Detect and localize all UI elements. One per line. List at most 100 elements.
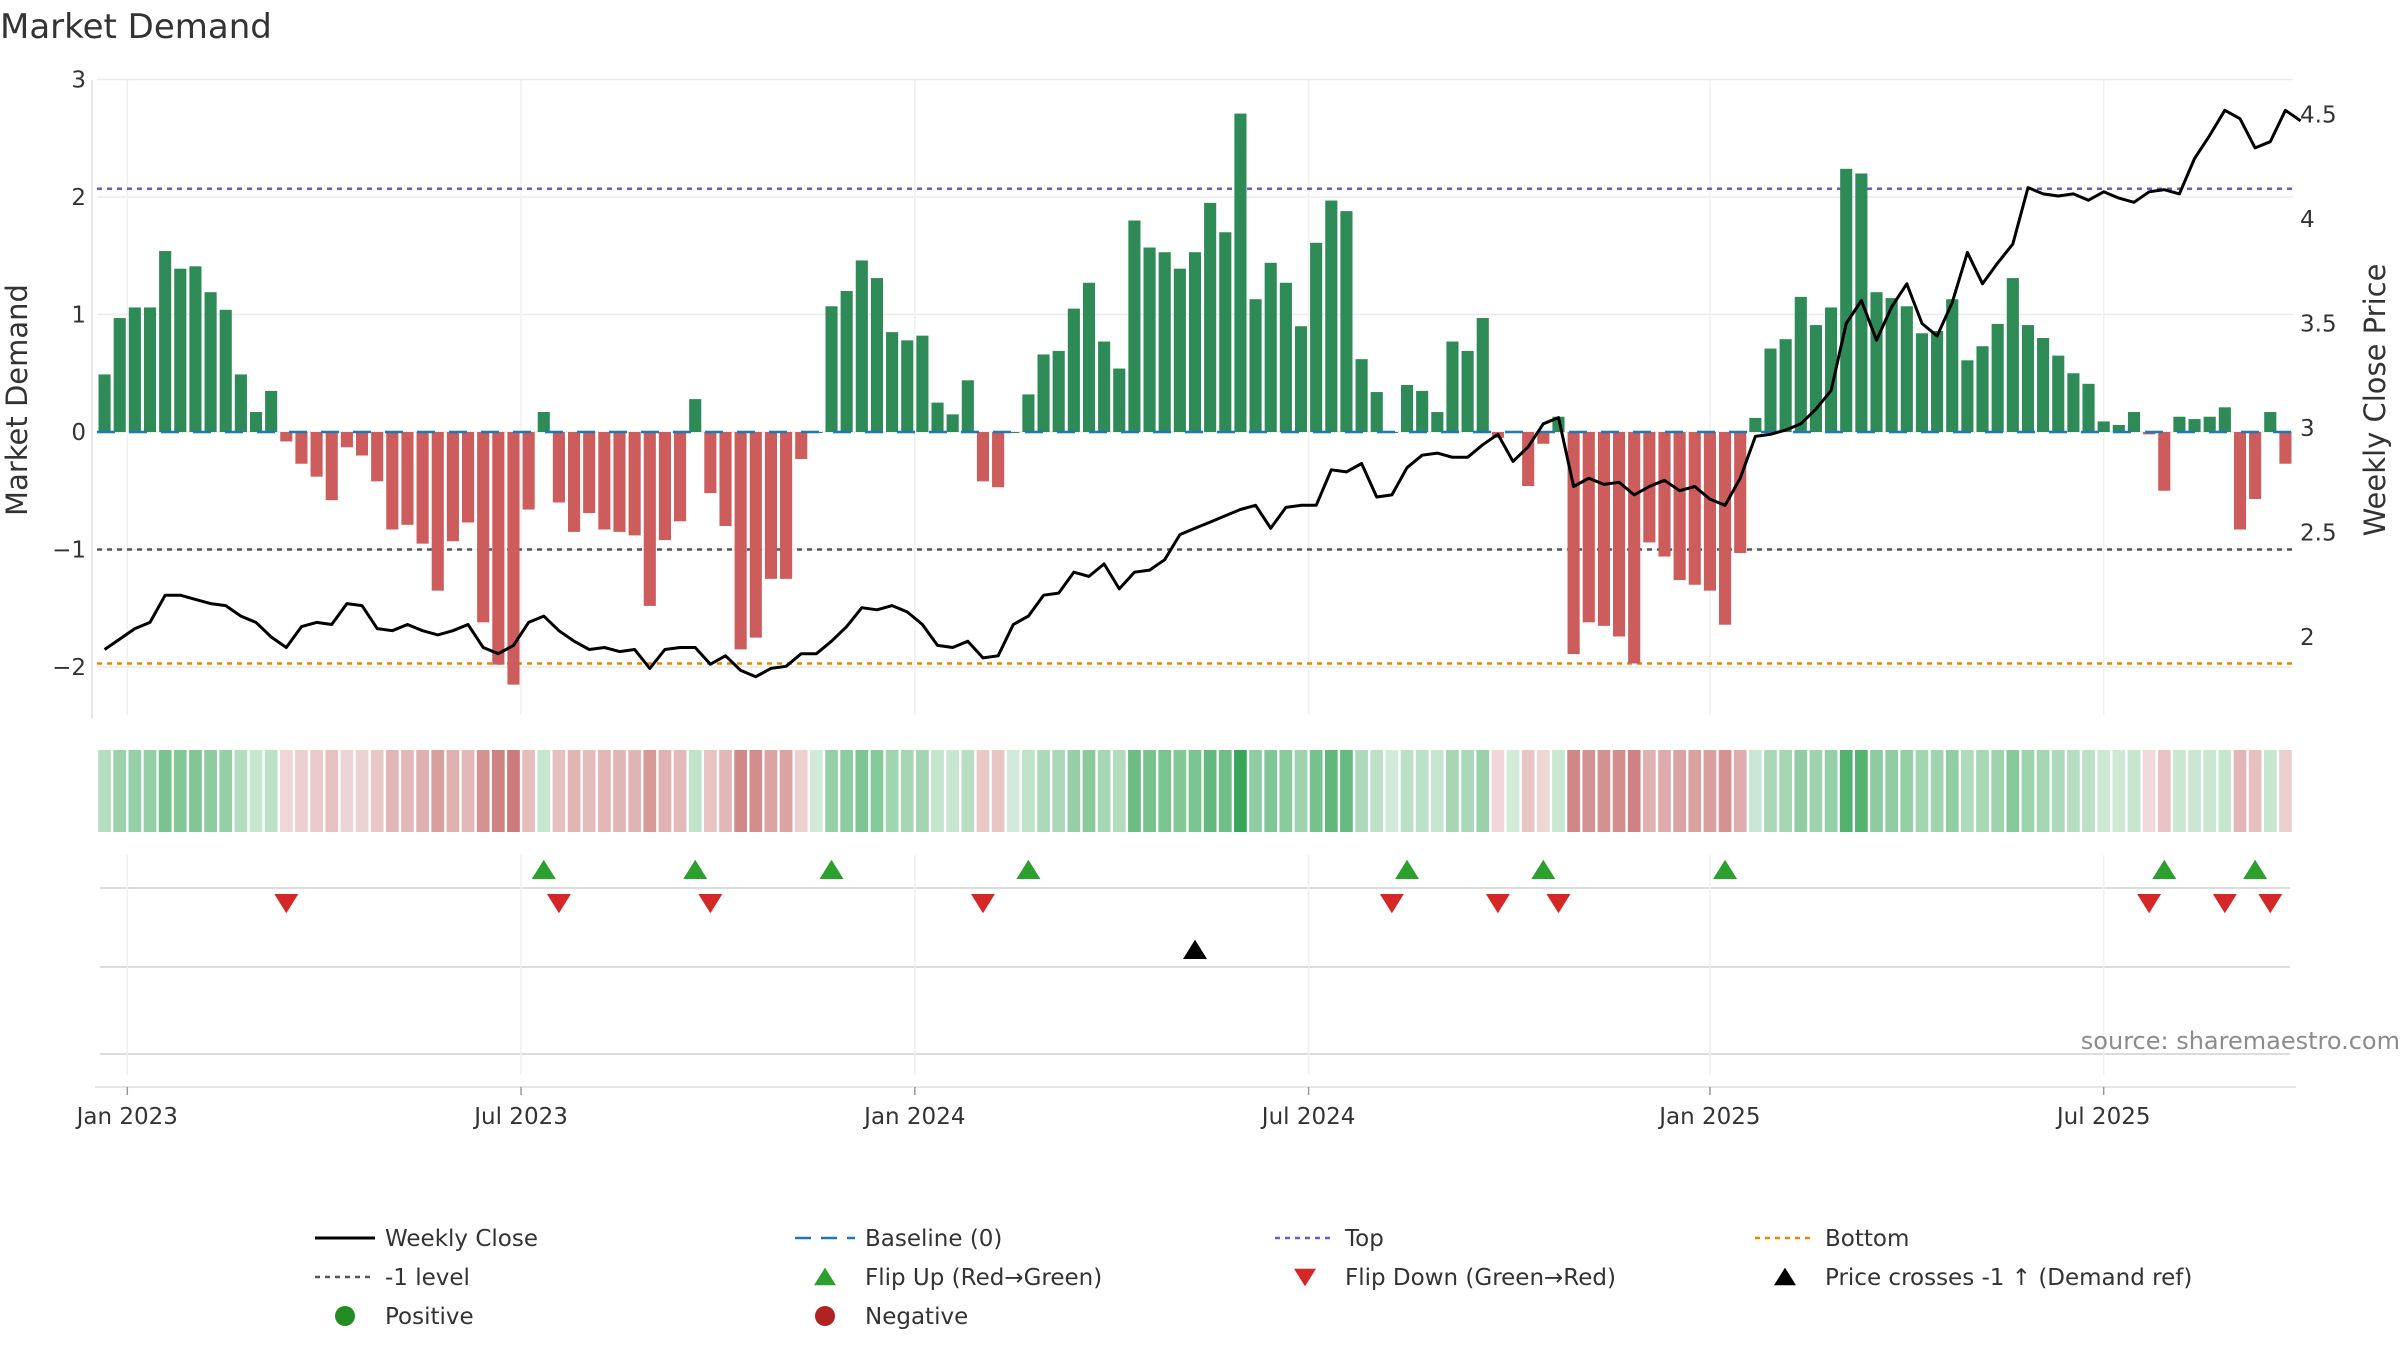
demand-bar <box>674 432 687 522</box>
demand-bar <box>1612 432 1626 637</box>
heat-cell <box>1764 750 1777 832</box>
heat-cell <box>1370 750 1384 832</box>
demand-bar <box>780 432 793 579</box>
flip-down-marker <box>546 894 571 914</box>
legend-minus1-label: -1 level <box>385 1265 470 1291</box>
y2-tick-label: 4.5 <box>2300 103 2337 129</box>
x-tick-label: Jul 2024 <box>1260 1104 1356 1130</box>
flip-up-marker <box>1713 859 1738 879</box>
demand-bar <box>2249 432 2262 499</box>
heat-cell <box>1006 750 1020 832</box>
event-panels <box>100 855 2290 1075</box>
heat-cell <box>1112 750 1126 832</box>
heat-cell <box>976 750 990 832</box>
x-tick-label: Jul 2023 <box>472 1104 568 1130</box>
demand-bar <box>2052 355 2065 432</box>
demand-bar <box>1249 299 1262 432</box>
heat-cell <box>2051 750 2065 832</box>
demand-bar <box>1734 432 1747 554</box>
heat-cell <box>916 750 929 832</box>
demand-bar <box>870 278 884 432</box>
heat-cell <box>749 750 763 832</box>
legend-flip_down-label: Flip Down (Green→Red) <box>1345 1265 1616 1291</box>
heat-cell <box>734 750 748 832</box>
heat-cell <box>461 750 475 832</box>
demand-bar <box>507 432 520 685</box>
heat-cell <box>1082 750 1096 832</box>
heat-cell <box>1567 750 1580 832</box>
heat-cell <box>189 750 202 832</box>
heat-cell <box>1521 750 1535 832</box>
demand-bar <box>477 432 490 623</box>
heat-cell <box>1658 750 1671 832</box>
demand-bar <box>265 390 278 432</box>
demand-bar <box>1673 432 1686 581</box>
legend-positive_dot-swatch <box>335 1306 355 1326</box>
flip-up-marker <box>1531 859 1556 879</box>
heat-cell <box>840 750 854 832</box>
heat-cell <box>476 750 490 832</box>
heat-cell <box>2279 750 2292 832</box>
heat-cell <box>1461 750 1474 832</box>
y-tick-label: −1 <box>52 538 86 564</box>
demand-bar <box>1310 242 1323 432</box>
heat-cell <box>2188 750 2201 832</box>
heat-cell <box>128 750 142 832</box>
flip-down-marker <box>970 894 995 914</box>
demand-bar <box>1400 385 1414 432</box>
demand-bar <box>1900 306 1913 432</box>
demand-bar <box>1279 282 1292 432</box>
heat-cell <box>1976 750 1989 832</box>
heat-cell <box>1067 750 1081 832</box>
demand-bar <box>719 432 732 526</box>
heat-cell <box>1264 750 1278 832</box>
demand-bar <box>961 380 974 432</box>
demand-bar <box>1991 323 2004 432</box>
heat-cell <box>794 750 808 832</box>
heat-cell <box>1991 750 2005 832</box>
demand-bar <box>1749 417 1762 432</box>
demand-bar <box>416 432 429 544</box>
demand-bar <box>2097 421 2110 432</box>
heat-cell <box>310 750 323 832</box>
heat-cell <box>2006 750 2020 832</box>
heat-cell <box>385 750 399 832</box>
heat-cell <box>688 750 702 832</box>
demand-bar <box>1885 298 1898 432</box>
demand-bar <box>295 432 308 464</box>
demand-bar <box>1431 412 1444 432</box>
demand-bar <box>658 432 671 541</box>
heat-cell <box>2021 750 2035 832</box>
heat-cell <box>1294 750 1308 832</box>
heat-cell <box>1945 750 1959 832</box>
demand-bar <box>628 432 641 536</box>
heat-cell <box>1536 750 1550 832</box>
demand-bar <box>1582 432 1595 623</box>
demand-bar <box>325 432 338 501</box>
heat-cell <box>1915 750 1929 832</box>
heat-cell <box>219 750 233 832</box>
demand-bar <box>992 432 1005 488</box>
demand-bar <box>2082 383 2095 432</box>
demand-bar <box>401 432 414 525</box>
weekly-close-line <box>103 108 2302 679</box>
x-tick-label: Jan 2024 <box>862 1104 965 1130</box>
heat-cell <box>1173 750 1187 832</box>
heat-cell <box>673 750 687 832</box>
demand-bar <box>1976 346 1989 432</box>
demand-bar <box>1915 333 1929 432</box>
heat-cell <box>2203 750 2217 832</box>
heat-cell <box>1415 750 1429 832</box>
demand-bar <box>219 309 232 432</box>
heat-cell <box>507 750 520 832</box>
heat-cell <box>2097 750 2111 832</box>
demand-bar <box>795 432 808 460</box>
flip-down-marker <box>1546 894 1571 914</box>
demand-bar <box>1703 432 1716 591</box>
axes: 3 2 1 0 −1 −2 4.5 4 3.5 3 2.5 2 <box>52 68 2337 718</box>
y-axis-label: Market Demand <box>0 284 34 516</box>
heat-cell <box>1885 750 1899 832</box>
demand-bar <box>159 251 172 432</box>
heat-cell <box>1612 750 1626 832</box>
